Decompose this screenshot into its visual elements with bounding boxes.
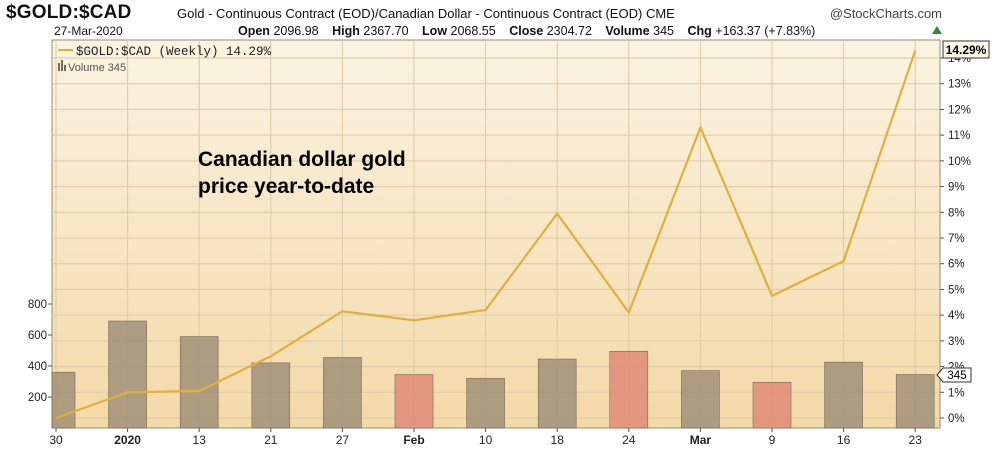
left-axis-label: 200 — [28, 392, 47, 404]
right-axis-label: 1% — [948, 387, 965, 399]
left-axis: 200 400 600 800 — [28, 299, 52, 404]
x-axis-label: Mar — [690, 433, 712, 447]
last-value-badge-text: 14.29% — [946, 43, 987, 57]
x-axis-label: 30 — [49, 433, 63, 447]
x-axis-label: 21 — [264, 433, 278, 447]
x-axis-label: 24 — [622, 433, 636, 447]
last-value-badge-box — [942, 40, 990, 59]
last-volume-badge-box — [936, 367, 972, 383]
price-line — [55, 50, 917, 420]
volume-label: Volume — [605, 24, 650, 38]
chg-value: +163.37 (+7.83%) — [715, 24, 816, 38]
legend: $GOLD:$CAD (Weekly) 14.29% Volume 345 — [58, 45, 272, 74]
right-axis-label: 6% — [948, 259, 965, 271]
x-axis-label: 27 — [336, 433, 350, 447]
open-value: 2096.98 — [273, 24, 319, 38]
x-axis-label: 16 — [837, 433, 851, 447]
right-axis-label: 11% — [948, 130, 970, 142]
chart-date: 27-Mar-2020 — [54, 24, 123, 38]
legend-volume-entry: Volume 345 — [68, 62, 126, 74]
volume-bar — [51, 371, 76, 429]
x-axis-label: 9 — [769, 433, 776, 447]
open-label: Open — [238, 24, 270, 38]
annotation: Canadian dollar gold price year-to-date — [198, 148, 406, 198]
legend-price-entry: $GOLD:$CAD (Weekly) 14.29% — [76, 45, 272, 59]
right-axis-label: 13% — [948, 79, 971, 91]
high-label: High — [332, 24, 360, 38]
annotation-line-1: Canadian dollar gold — [198, 148, 406, 171]
exchange-label: CME — [645, 6, 675, 21]
volume-bar — [752, 381, 792, 429]
volume-bars-icon — [58, 60, 66, 71]
right-axis-label: 5% — [948, 284, 965, 296]
left-axis-label: 600 — [28, 330, 47, 342]
volume-bar — [824, 361, 863, 429]
right-axis-label: 12% — [948, 104, 971, 116]
x-axis-label: 18 — [551, 433, 565, 447]
volume-bar — [466, 378, 505, 429]
x-axis-label: Feb — [403, 433, 424, 447]
ohlc-stats: Open 2096.98 High 2367.70 Low 2068.55 Cl… — [238, 24, 815, 38]
left-axis-label: 400 — [28, 361, 47, 373]
description-text: Gold - Continuous Contract (EOD)/Canadia… — [177, 6, 643, 21]
low-value: 2068.55 — [450, 24, 496, 38]
last-value-badge: 14.29% — [942, 40, 990, 59]
left-axis-label: 800 — [28, 299, 47, 311]
high-value: 2367.70 — [363, 24, 409, 38]
close-label: Close — [509, 24, 544, 38]
x-axis-label: 10 — [479, 433, 493, 447]
x-axis: 30 2020 13 21 27 Feb 10 18 24 Mar 9 16 23 — [49, 428, 922, 447]
volume-bar — [537, 358, 577, 429]
volume-bar — [895, 374, 935, 429]
right-axis-label: 3% — [948, 336, 965, 348]
up-arrow-icon — [932, 26, 942, 34]
volume-bars — [51, 320, 935, 429]
volume-bar — [394, 374, 434, 429]
right-axis-label: 10% — [948, 156, 971, 168]
right-axis-label: 9% — [948, 182, 965, 194]
x-axis-label: 13 — [193, 433, 207, 447]
right-axis-label: 4% — [948, 310, 965, 322]
volume-bar — [609, 350, 649, 429]
volume-bar — [323, 357, 362, 429]
chg-label: Chg — [687, 24, 712, 38]
annotation-line-2: price year-to-date — [198, 175, 374, 198]
source-credit: @StockCharts.com — [829, 6, 942, 21]
volume-bar — [179, 336, 219, 429]
volume-bar — [681, 370, 720, 429]
volume-bar — [108, 320, 147, 429]
close-value: 2304.72 — [546, 24, 592, 38]
x-axis-label: 23 — [909, 433, 923, 447]
last-volume-badge: 345 — [936, 367, 972, 383]
x-axis-label: 2020 — [114, 433, 141, 447]
volume-value: 345 — [653, 24, 674, 38]
last-volume-badge-text: 345 — [947, 370, 966, 382]
right-axis-label: 7% — [948, 233, 965, 245]
low-label: Low — [422, 24, 448, 38]
right-axis-label: 8% — [948, 207, 965, 219]
symbol-title: $GOLD:$CAD — [6, 2, 132, 23]
symbol-description: Gold - Continuous Contract (EOD)/Canadia… — [177, 6, 675, 21]
right-axis-label: 0% — [948, 413, 965, 425]
volume-bar — [251, 362, 291, 429]
